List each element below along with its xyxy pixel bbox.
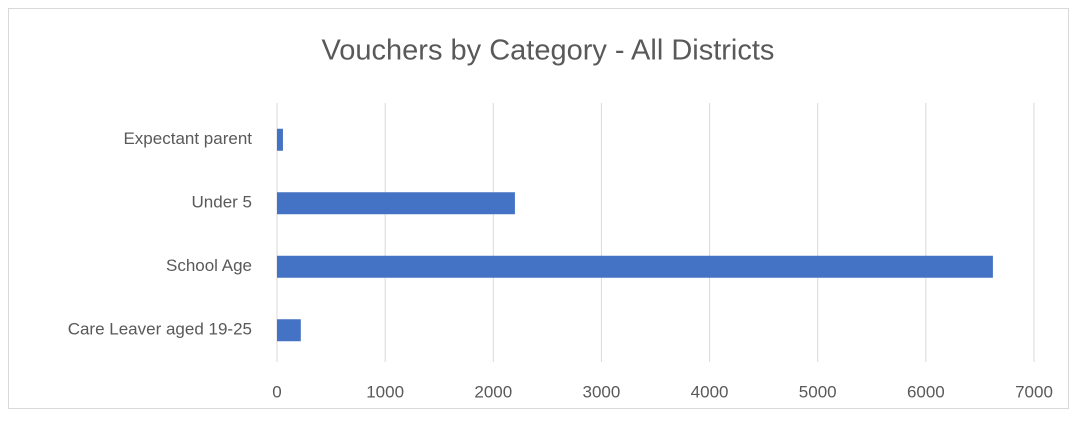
y-tick-label: Care Leaver aged 19-25 (68, 320, 252, 339)
y-tick-label: School Age (166, 256, 252, 275)
chart-border (8, 8, 1069, 409)
x-tick-label: 6000 (907, 382, 945, 401)
bar (277, 255, 993, 278)
y-tick-label: Under 5 (192, 193, 252, 212)
x-tick-label: 3000 (583, 382, 621, 401)
x-tick-label: 7000 (1015, 382, 1053, 401)
bar (277, 128, 283, 151)
x-tick-label: 5000 (799, 382, 837, 401)
x-tick-label: 2000 (474, 382, 512, 401)
bar (277, 192, 515, 215)
chart-title: Vouchers by Category - All Districts (322, 35, 775, 67)
y-tick-label: Expectant parent (123, 129, 252, 148)
bar (277, 319, 301, 342)
x-tick-label: 0 (272, 382, 281, 401)
x-tick-label: 1000 (366, 382, 404, 401)
x-tick-label: 4000 (691, 382, 729, 401)
